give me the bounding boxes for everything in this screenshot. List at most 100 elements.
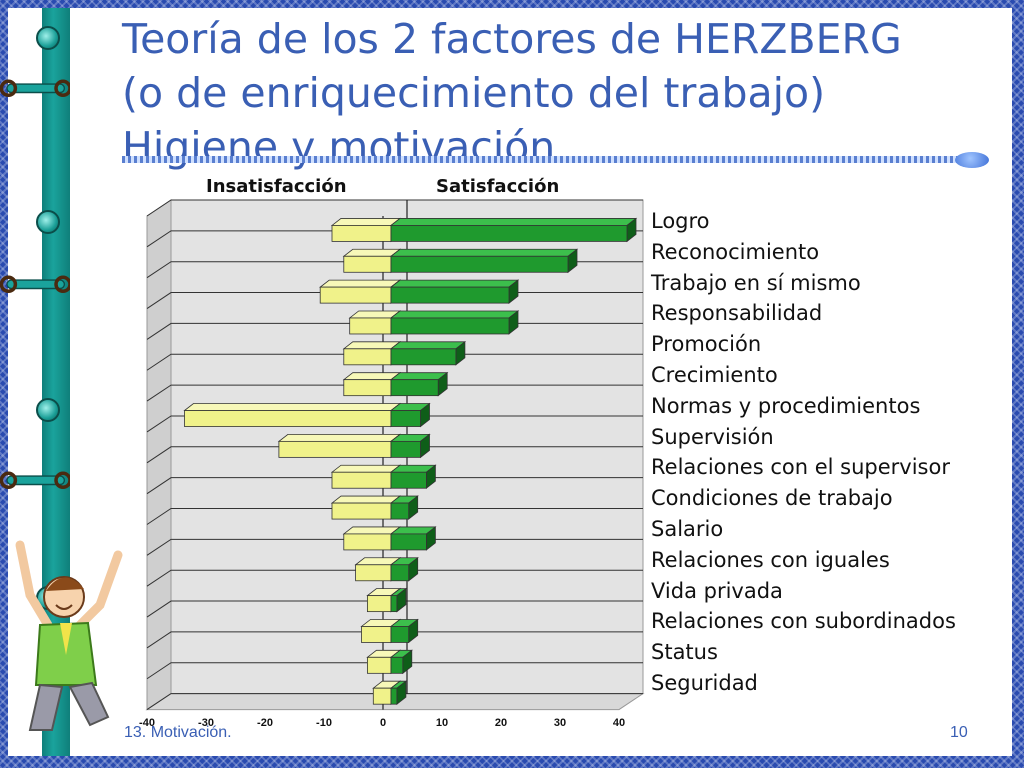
ring-icon	[36, 210, 60, 234]
x-tick-label: 0	[380, 717, 386, 729]
title-underline	[122, 156, 964, 163]
ring-icon	[36, 26, 60, 50]
bar-satisfaccion	[390, 656, 404, 674]
bar-insatisfaccion	[372, 687, 392, 705]
bar-insatisfaccion-top	[342, 372, 402, 381]
bar-insatisfaccion	[331, 225, 392, 242]
bar-insatisfaccion-top	[183, 403, 402, 411]
bar-satisfaccion	[390, 348, 457, 366]
slide-title: Teoría de los 2 factores de HERZBERG (o …	[122, 15, 902, 171]
x-tick-label: 40	[613, 717, 625, 729]
category-label: Normas y procedimientos	[651, 393, 921, 418]
cheering-man-illustration	[15, 540, 123, 731]
category-label: Trabajo en sí mismo	[651, 270, 861, 295]
x-tick-label: -20	[257, 717, 273, 729]
category-label: Seguridad	[651, 671, 758, 695]
category-label: Salario	[651, 517, 724, 541]
bar-satisfaccion-top	[389, 248, 579, 257]
bar-insatisfaccion	[343, 533, 392, 551]
gridline	[146, 415, 643, 433]
bar-satisfaccion-top	[389, 372, 449, 381]
bar-insatisfaccion	[331, 502, 392, 520]
bar-insatisfaccion-top	[342, 341, 402, 350]
bar-satisfaccion	[390, 471, 427, 489]
x-tick-label: 30	[554, 717, 566, 729]
bar-satisfaccion-top	[389, 279, 520, 288]
bar-satisfaccion	[390, 255, 569, 273]
bar-insatisfaccion-top	[330, 495, 402, 504]
x-tick-label: 10	[436, 717, 448, 729]
bar-insatisfaccion	[366, 595, 392, 613]
bar-satisfaccion	[390, 687, 398, 705]
category-label: Promoción	[651, 332, 762, 357]
category-label: Condiciones de trabajo	[651, 486, 893, 511]
bar-satisfaccion	[390, 440, 421, 458]
bar-satisfaccion-top	[389, 341, 467, 350]
footer-section-label: 13. Motivación.	[124, 724, 232, 741]
bar-insatisfaccion	[343, 348, 392, 366]
bar-satisfaccion	[390, 626, 410, 643]
binder-hook-icon	[0, 471, 70, 490]
bar-satisfaccion	[390, 502, 410, 520]
bar-insatisfaccion-top	[342, 248, 402, 257]
header-satisfaccion: Satisfacción	[436, 176, 560, 197]
category-label: Supervisión	[651, 424, 774, 449]
category-label: Reconocimiento	[651, 239, 820, 264]
bar-satisfaccion	[390, 225, 628, 242]
gridline	[146, 508, 643, 525]
bar-insatisfaccion	[278, 440, 392, 458]
category-label: Logro	[651, 209, 710, 233]
bar-satisfaccion	[390, 286, 510, 304]
bar-insatisfaccion	[343, 379, 392, 397]
gridline	[146, 569, 643, 587]
bar-insatisfaccion	[319, 286, 392, 304]
bar-satisfaccion	[390, 317, 510, 335]
bar-insatisfaccion-top	[330, 464, 402, 473]
header-insatisfaccion: Insatisfacción	[206, 176, 347, 197]
bar-satisfaccion	[390, 410, 421, 427]
gridline	[146, 693, 643, 711]
bar-insatisfaccion	[343, 255, 392, 273]
bar-insatisfaccion	[184, 410, 392, 427]
category-label: Relaciones con el supervisor	[651, 455, 950, 480]
bar-satisfaccion-top	[389, 218, 638, 226]
gridline	[146, 199, 643, 217]
bar-insatisfaccion-top	[342, 526, 402, 535]
category-label: Relaciones con subordinados	[651, 609, 956, 634]
gridline	[146, 446, 643, 464]
bar-satisfaccion	[390, 379, 439, 397]
gridline	[146, 477, 643, 495]
gridline	[146, 662, 643, 680]
bar-insatisfaccion-top	[330, 218, 402, 226]
gridline	[146, 631, 643, 649]
gridline	[146, 384, 643, 402]
gridline	[146, 600, 643, 618]
x-tick-label: 20	[495, 717, 507, 729]
category-label: Vida privada	[651, 578, 783, 603]
bar-insatisfaccion-top	[319, 279, 402, 288]
bar-satisfaccion	[390, 564, 410, 582]
ring-icon	[36, 398, 60, 422]
bar-insatisfaccion	[331, 471, 392, 489]
binder-hook-icon	[0, 79, 70, 98]
category-label: Crecimiento	[651, 363, 778, 387]
bar-satisfaccion	[390, 533, 427, 551]
category-label: Status	[651, 640, 718, 665]
binder-hook-icon	[0, 275, 70, 294]
gridline	[146, 353, 643, 371]
category-label: Relaciones con iguales	[651, 547, 890, 572]
title-bullet-ornament	[955, 152, 989, 168]
gridline	[146, 538, 643, 556]
bar-insatisfaccion	[366, 656, 392, 674]
bar-satisfaccion-top	[389, 310, 520, 319]
bar-insatisfaccion	[349, 317, 392, 335]
x-tick-label: -40	[139, 717, 155, 729]
bar-insatisfaccion-top	[277, 433, 402, 442]
bar-insatisfaccion	[361, 626, 392, 643]
x-tick-label: -30	[198, 717, 214, 729]
bar-satisfaccion	[390, 595, 398, 613]
bar-insatisfaccion	[355, 564, 392, 582]
x-tick-label: -10	[316, 717, 332, 729]
category-label: Responsabilidad	[651, 301, 823, 326]
